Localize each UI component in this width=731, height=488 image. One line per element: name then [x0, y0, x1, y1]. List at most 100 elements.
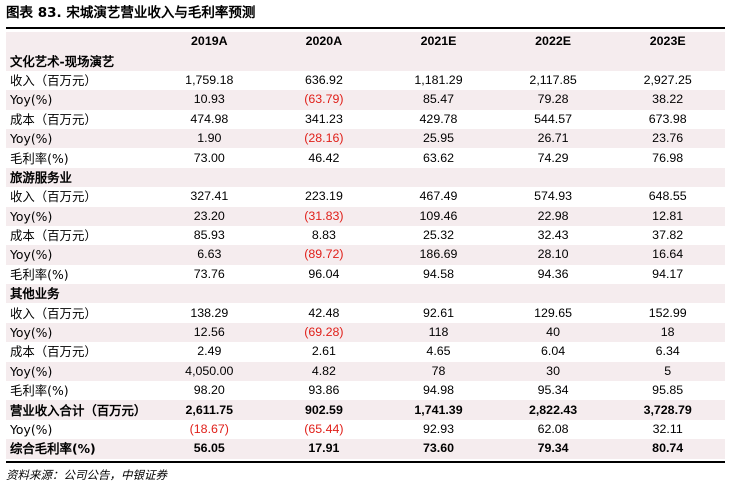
value-cell — [610, 284, 725, 304]
value-cell: 636.92 — [304, 72, 343, 87]
table-row: 收入（百万元） 327.41 223.19 467.49 574.93 648.55 — [6, 187, 725, 206]
value-cell — [610, 51, 725, 71]
value-cell — [495, 167, 611, 188]
value-cell: 32.11 — [652, 422, 683, 436]
value-cell: 92.61 — [422, 305, 454, 320]
value-cell — [266, 51, 382, 71]
value-cell: 74.29 — [537, 150, 569, 165]
table-row: 收入（百万元） 138.29 42.48 92.61 129.65 152.99 — [6, 303, 725, 322]
value-cell — [495, 284, 611, 304]
section-row: 旅游服务业 — [6, 167, 725, 188]
value-cell: 902.59 — [266, 400, 382, 420]
value-cell: 129.65 — [534, 305, 573, 320]
value-cell — [152, 167, 267, 188]
value-cell: 138.29 — [190, 305, 229, 320]
value-cell: (28.16) — [266, 128, 382, 149]
value-cell — [152, 51, 267, 71]
value-cell: 79.34 — [495, 439, 611, 459]
table-row: Yoy(%) (18.67) (65.44) 92.93 62.08 32.11 — [6, 420, 725, 439]
row-label: 旅游服务业 — [6, 167, 152, 188]
value-cell: 2,927.25 — [643, 72, 692, 87]
value-cell: 1.90 — [152, 128, 267, 149]
value-cell: 18 — [610, 322, 725, 343]
header-cell: 2023E — [610, 32, 725, 52]
table-row: Yoy(%) 4,050.00 4.82 78 30 5 — [6, 361, 725, 382]
value-cell: 85.93 — [193, 228, 225, 243]
value-cell: 98.20 — [193, 383, 225, 398]
value-cell: 648.55 — [648, 189, 687, 204]
row-label: 毛利率(%) — [10, 150, 69, 166]
header-row: 2019A 2020A 2021E 2022E 2023E — [6, 32, 725, 52]
section-row: 文化艺术-现场演艺 — [6, 51, 725, 71]
value-cell: 32.43 — [537, 228, 569, 243]
row-label: Yoy(%) — [6, 90, 152, 110]
table-row: 综合毛利率(%) 56.05 17.91 73.60 79.34 80.74 — [6, 439, 725, 459]
row-label: Yoy(%) — [6, 361, 152, 382]
value-cell: 28.10 — [495, 245, 611, 265]
table-row: 成本（百万元） 2.49 2.61 4.65 6.04 6.34 — [6, 342, 725, 361]
value-cell: 152.99 — [648, 305, 687, 320]
row-label: 收入（百万元） — [10, 189, 97, 205]
value-cell: 16.64 — [610, 245, 725, 265]
row-label: 文化艺术-现场演艺 — [6, 51, 152, 71]
value-cell: (65.44) — [304, 422, 344, 436]
value-cell: 37.82 — [652, 228, 684, 243]
value-cell: 2,822.43 — [495, 400, 611, 420]
value-cell: 574.93 — [534, 189, 573, 204]
value-cell: 467.49 — [419, 189, 458, 204]
value-cell: 80.74 — [610, 439, 725, 459]
value-cell: 327.41 — [190, 189, 229, 204]
table-row: 成本（百万元） 85.93 8.83 25.32 32.43 37.82 — [6, 226, 725, 245]
table-row: 毛利率(%) 98.20 93.86 94.98 95.34 95.85 — [6, 381, 725, 400]
table-row: Yoy(%) 12.56 (69.28) 118 40 18 — [6, 322, 725, 343]
value-cell: 26.71 — [495, 128, 611, 149]
value-cell: 96.04 — [308, 266, 340, 281]
value-cell: 78 — [381, 361, 496, 382]
value-cell: 73.60 — [381, 439, 496, 459]
row-label: Yoy(%) — [10, 422, 53, 437]
value-cell: 12.81 — [610, 206, 725, 226]
value-cell: 6.04 — [541, 344, 566, 359]
value-cell: 93.86 — [308, 383, 340, 398]
value-cell: (31.83) — [266, 206, 382, 226]
source-note: 资料来源：公司公告，中银证券 — [6, 468, 167, 482]
table-row: 毛利率(%) 73.76 96.04 94.58 94.36 94.17 — [6, 265, 725, 284]
header-cell — [6, 32, 152, 52]
value-cell: 109.46 — [381, 206, 496, 226]
value-cell: 73.76 — [193, 266, 225, 281]
value-cell: 4.65 — [426, 344, 451, 359]
value-cell: 4.82 — [266, 361, 382, 382]
value-cell: (69.28) — [266, 322, 382, 343]
header-cell: 2020A — [266, 32, 382, 52]
value-cell: 62.08 — [537, 422, 569, 436]
title-rule — [6, 27, 725, 29]
value-cell: 1,181.29 — [414, 72, 463, 87]
value-cell: 23.20 — [152, 206, 267, 226]
table-row: Yoy(%) 10.93 (63.79) 85.47 79.28 38.22 — [6, 90, 725, 110]
row-label: 收入（百万元） — [10, 305, 97, 321]
value-cell — [381, 167, 496, 188]
value-cell: 46.42 — [308, 150, 340, 165]
header-cell: 2021E — [381, 32, 496, 52]
value-cell: 63.62 — [422, 150, 454, 165]
value-cell: 2,611.75 — [152, 400, 267, 420]
value-cell: 94.17 — [652, 266, 684, 281]
table-row: 营业收入合计（百万元） 2,611.75 902.59 1,741.39 2,822.4… — [6, 400, 725, 420]
value-cell: 95.34 — [537, 383, 569, 398]
value-cell: 6.63 — [152, 245, 267, 265]
value-cell: 12.56 — [152, 322, 267, 343]
value-cell: 1,759.18 — [185, 72, 234, 87]
value-cell: (89.72) — [266, 245, 382, 265]
value-cell — [610, 167, 725, 188]
row-label: 成本（百万元） — [10, 344, 97, 360]
value-cell: 79.28 — [495, 90, 611, 110]
value-cell — [381, 51, 496, 71]
value-cell: 94.36 — [537, 266, 569, 281]
table-row: 收入（百万元） 1,759.18 636.92 1,181.29 2,117.85 2,9… — [6, 71, 725, 90]
row-label: 毛利率(%) — [10, 266, 69, 282]
value-cell: 223.19 — [304, 189, 343, 204]
value-cell: 76.98 — [652, 150, 684, 165]
value-cell: 92.93 — [422, 422, 454, 436]
value-cell: 1,741.39 — [381, 400, 496, 420]
